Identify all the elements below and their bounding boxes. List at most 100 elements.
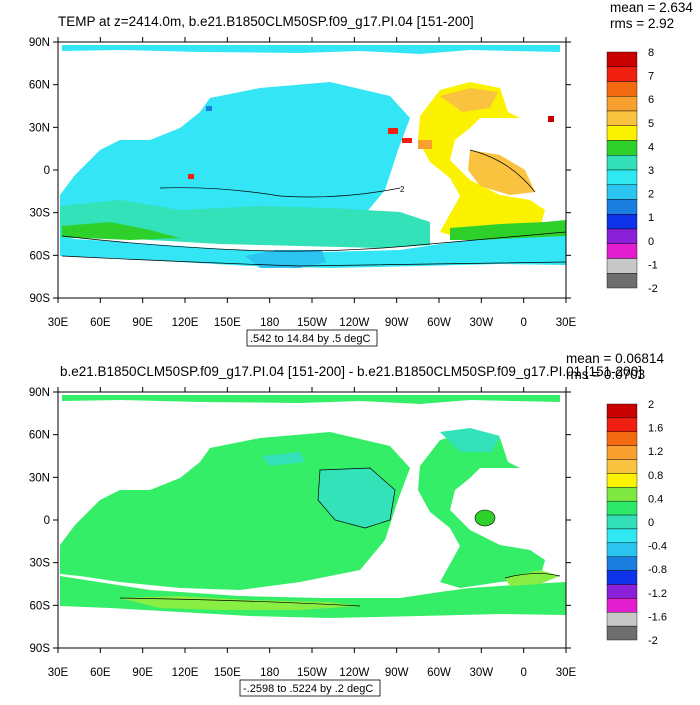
lon-tick-label: 150E (214, 317, 241, 329)
lat-tick-label: 60S (30, 250, 51, 262)
panel-1-range-box (246, 329, 378, 347)
lon-tick-label: 90E (132, 667, 153, 679)
colorbar-label: 3 (648, 165, 654, 177)
colorbar-label: 2 (648, 189, 654, 201)
colorbar-swatch (606, 273, 638, 289)
colorbar-label: -0.4 (648, 541, 667, 553)
colorbar-swatch (606, 612, 638, 627)
colorbar-swatch (606, 66, 638, 82)
contour-line (61, 231, 566, 252)
contour-line (61, 255, 566, 267)
colorbar-swatch (606, 445, 638, 460)
colorbar-label: -1.2 (648, 588, 667, 600)
lon-tick-label: 30W (470, 667, 494, 679)
contour-line (119, 597, 361, 607)
lat-tick-label: 30S (30, 558, 51, 570)
lon-tick-label: 30E (556, 317, 577, 329)
colorbar-swatch (606, 403, 638, 419)
colorbar-label: -2 (648, 283, 658, 295)
lon-tick-label: 30E (48, 667, 69, 679)
green-patch-west (62, 222, 180, 240)
colorbar-swatch (606, 417, 638, 432)
atlantic-diff (418, 432, 545, 588)
contour-line (317, 467, 396, 529)
colorbar-swatch (606, 169, 638, 185)
colorbar-swatch (606, 514, 638, 530)
panel-2-map (58, 392, 566, 648)
lon-tick-label: 150W (297, 317, 327, 329)
red-dot-1 (388, 128, 398, 134)
southern-ocean-field (60, 232, 566, 268)
arctic-diff-field (62, 395, 560, 404)
atlantic-field (418, 82, 545, 238)
indo-pacific-field (60, 82, 410, 240)
panel-2: b.e21.B1850CLM50SP.f09_g17.PI.04 [151-20… (29, 351, 667, 697)
colorbar-label: -1.6 (648, 611, 667, 623)
colorbar-label: -0.8 (648, 564, 667, 576)
contour-line (504, 573, 561, 579)
colorbar-label: 7 (648, 71, 654, 83)
colorbar-label: 0 (648, 236, 654, 248)
lon-tick-label: 0 (520, 667, 526, 679)
blue-dot-1 (206, 106, 212, 111)
colorbar-swatch (606, 542, 638, 557)
panel-1-range-label: .542 to 14.84 by .5 degC (250, 333, 371, 345)
red-dot-3 (548, 116, 554, 122)
contour-line (159, 187, 401, 198)
lat-tick-label: 0 (44, 165, 50, 177)
lon-tick-label: 60W (427, 317, 451, 329)
panel-2-colorbar: 2 1.6 1.2 0.8 0.4 0 -0.4 -0.8 -1.2 -1.6 -2 (606, 399, 667, 647)
colorbar-swatch (606, 51, 638, 67)
colorbar-swatch (606, 243, 638, 259)
colorbar-label: -2 (648, 635, 658, 647)
panel-1-colorbar: 8 7 6 5 4 3 2 1 0 -1 -2 (606, 47, 658, 295)
contour-label: 2 (400, 185, 405, 194)
colorbar-label: 1.6 (648, 423, 663, 435)
lon-tick-label: 120E (172, 317, 199, 329)
lat-tick-label: 60N (29, 430, 50, 442)
panel-2-lon-axis: 30E 60E 90E 120E 150E 180 150W 120W 90W 60W 30W 0 30… (48, 387, 577, 679)
lat-tick-label: 60N (29, 80, 50, 92)
cyan-patch-north-atlantic (440, 428, 500, 452)
lon-tick-label: 120W (339, 667, 369, 679)
blue-patch-south (245, 250, 326, 268)
lon-tick-label: 60E (90, 667, 111, 679)
colorbar-swatch (606, 625, 638, 641)
panel-2-rms: rms = 0.0703 (566, 367, 645, 382)
lat-tick-label: 30N (29, 472, 50, 484)
lat-tick-label: 30N (29, 122, 50, 134)
colorbar-swatch (606, 258, 638, 274)
colorbar-swatch (606, 431, 638, 446)
colorbar-swatch (606, 528, 638, 544)
colorbar-label: 8 (648, 47, 654, 59)
colorbar-swatch (606, 487, 638, 502)
arctic-ocean-field (62, 45, 560, 54)
colorbar-swatch (606, 96, 638, 112)
colorbar-swatch (606, 184, 638, 200)
panel-2-lat-axis: 90N 60N 30N 0 30S 60S 90S (29, 387, 571, 655)
colorbar-label: 0 (648, 517, 654, 529)
lon-tick-label: 120W (339, 317, 369, 329)
panel-2-mean: mean = 0.06814 (566, 351, 664, 366)
colorbar-label: 1.2 (648, 446, 663, 458)
colorbar-swatch (606, 81, 638, 97)
colorbar-swatch (606, 214, 638, 230)
colorbar-swatch (606, 110, 638, 126)
panel-1-mean: mean = 2.634 (610, 0, 693, 15)
panel-1-map: 2 (58, 42, 566, 298)
panel-1-rms: rms = 2.92 (610, 16, 674, 31)
lat-tick-label: 60S (30, 600, 51, 612)
lon-tick-label: 60E (90, 317, 111, 329)
colorbar-swatch (606, 228, 638, 244)
cyan-patch-pacific (318, 468, 395, 528)
lat-tick-label: 90S (30, 293, 51, 305)
colorbar-swatch (606, 598, 638, 613)
colorbar-swatch (606, 556, 638, 571)
orange-dot-1 (418, 140, 432, 149)
lon-tick-label: 30E (556, 667, 577, 679)
colorbar-swatch (606, 459, 638, 474)
panel-1-lon-axis: 30E 60E 90E 120E 150E 180 150W 120W 90W 60W 30W 0 30… (48, 37, 577, 329)
cyan-patch-north-pacific (262, 452, 305, 466)
red-dot-2 (402, 138, 412, 143)
